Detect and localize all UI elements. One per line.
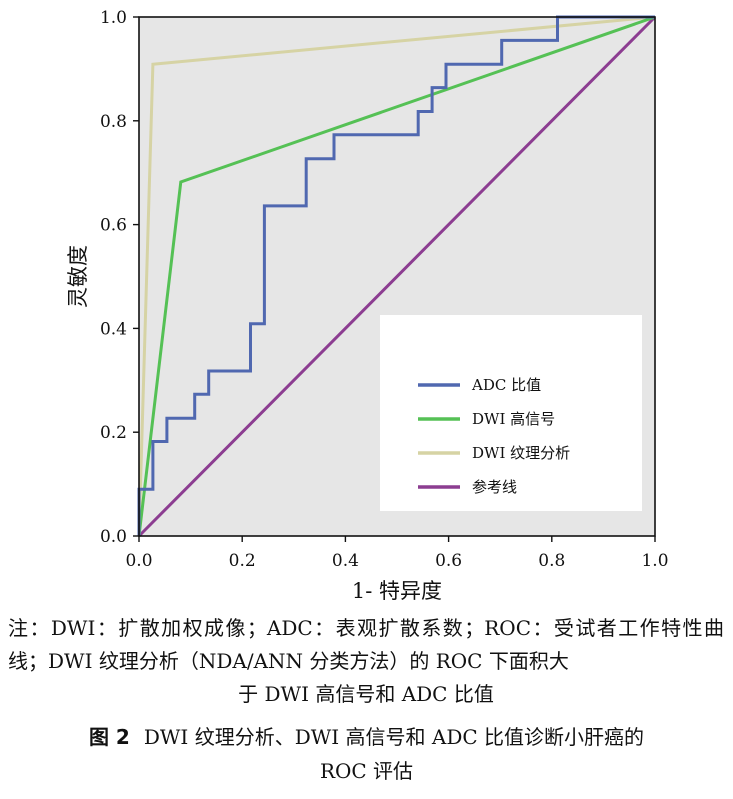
y-tick-label: 0.2 (100, 423, 127, 443)
y-tick-label: 0.4 (100, 319, 127, 339)
series-line-1 (137, 15, 656, 537)
series-layer (137, 15, 657, 538)
legend-box (380, 315, 642, 511)
roc-chart: 0.0 0.2 0.4 0.6 0.8 1.0 0.0 0.2 0.4 0.6 0.8 1.0 ADC… (66, 8, 669, 603)
x-tick-label: 1.0 (641, 551, 668, 571)
x-tick-label: 0.6 (435, 551, 462, 571)
y-axis-title: 灵敏度 (66, 245, 90, 308)
y-tick-label: 1.0 (100, 8, 127, 28)
x-tick-label: 0.0 (125, 551, 152, 571)
series-line-0 (137, 15, 655, 536)
x-tick-label: 0.8 (538, 551, 565, 571)
legend-label: 参考线 (472, 478, 517, 496)
x-tick-label: 0.2 (229, 551, 256, 571)
note-text-last-line: 于 DWI 高信号和 ADC 比值 (238, 682, 494, 706)
series-line-3 (137, 15, 657, 538)
x-axis-title: 1- 特异度 (352, 579, 442, 603)
legend-label: DWI 纹理分析 (472, 444, 570, 462)
plot-frame (138, 16, 656, 537)
caption-title: DWI 纹理分析、DWI 高信号和 ADC 比值诊断小肝癌的 (143, 725, 645, 749)
caption-line-2: ROC 评估 (319, 759, 414, 783)
figure-caption: 图 2 DWI 纹理分析、DWI 高信号和 ADC 比值诊断小肝癌的 ROC 评估 (0, 720, 733, 788)
y-tick-label: 0.0 (100, 527, 127, 547)
figure-number: 图 2 (88, 725, 130, 749)
legend-label: DWI 高信号 (472, 410, 555, 428)
y-tick-label: 0.6 (100, 216, 127, 236)
axes-layer: 0.0 0.2 0.4 0.6 0.8 1.0 0.0 0.2 0.4 0.6 0.8 1.0 (100, 8, 669, 571)
caption-line-1: 图 2 DWI 纹理分析、DWI 高信号和 ADC 比值诊断小肝癌的 (0, 720, 733, 754)
figure-note: 注：DWI：扩散加权成像；ADC：表观扩散系数；ROC：受试者工作特性曲线；DW… (8, 612, 724, 711)
legend-label: ADC 比值 (471, 376, 541, 394)
series-line-2 (137, 15, 656, 537)
roc-chart-svg: 0.0 0.2 0.4 0.6 0.8 1.0 0.0 0.2 0.4 0.6 0.8 1.0 ADC… (66, 8, 669, 603)
note-text: 注：DWI：扩散加权成像；ADC：表观扩散系数；ROC：受试者工作特性曲线；DW… (8, 616, 724, 673)
x-tick-label: 0.4 (332, 551, 359, 571)
y-tick-label: 0.8 (100, 112, 127, 132)
